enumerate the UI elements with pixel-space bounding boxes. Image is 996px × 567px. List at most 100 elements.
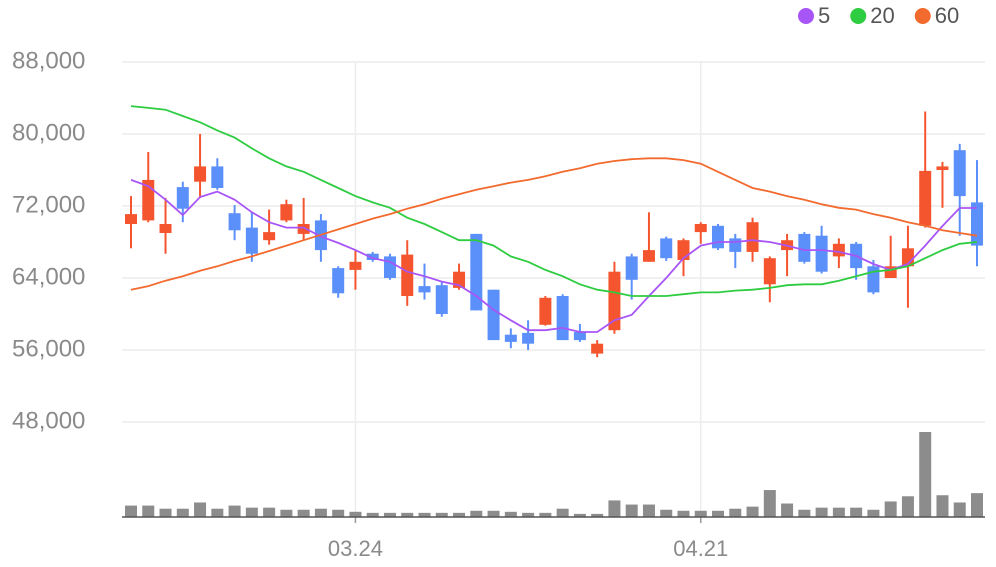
x-tick-label: 03.24 xyxy=(328,536,383,561)
candle-body xyxy=(573,332,586,341)
volume-bar xyxy=(625,504,638,517)
volume-bar xyxy=(453,512,466,517)
candle-body xyxy=(194,166,207,182)
volume-bar xyxy=(539,512,552,517)
volume-bar xyxy=(677,510,690,517)
volume-bar xyxy=(832,507,845,517)
candle-body xyxy=(919,170,932,226)
candle-body xyxy=(280,204,293,221)
candle-body xyxy=(263,232,276,241)
volume-bar xyxy=(280,509,293,517)
candle-body xyxy=(591,343,604,354)
candle-body xyxy=(642,250,655,262)
candle-body xyxy=(832,243,845,257)
volume-bar xyxy=(763,490,776,517)
volume-bar xyxy=(746,506,759,517)
candle-body xyxy=(211,166,224,188)
legend-swatch xyxy=(914,8,931,24)
volume-bar xyxy=(573,513,586,517)
volume-bar xyxy=(349,511,362,517)
candle-body xyxy=(435,285,448,314)
volume-bar xyxy=(953,502,966,517)
candle-body xyxy=(556,296,569,341)
volume-bar xyxy=(435,512,448,517)
candle-body xyxy=(729,238,742,252)
x-tick-label: 04.21 xyxy=(673,536,728,561)
candle-body xyxy=(608,271,621,331)
candle-body xyxy=(539,297,552,325)
volume-bar xyxy=(608,500,621,517)
ma-line xyxy=(130,179,977,333)
y-tick-label: 72,000 xyxy=(12,191,85,218)
volume-bar xyxy=(712,510,725,517)
candle-body xyxy=(660,238,673,259)
volume-bar xyxy=(194,502,207,517)
candle-body xyxy=(884,266,897,278)
candle-body xyxy=(815,235,828,272)
candle-body xyxy=(142,179,155,221)
candle-body xyxy=(504,334,517,342)
volume-bar xyxy=(228,505,241,517)
volume-bar xyxy=(919,432,932,517)
volume-bar xyxy=(314,508,327,517)
volume-bar xyxy=(297,509,310,517)
volume-bar xyxy=(556,508,569,517)
volume-bar xyxy=(642,504,655,517)
volume-bar xyxy=(798,509,811,517)
candle-body xyxy=(401,254,414,296)
candle-body xyxy=(366,253,379,260)
volume-bar xyxy=(901,496,914,517)
volume-bar xyxy=(884,501,897,517)
candle-body xyxy=(125,214,137,224)
volume-bar xyxy=(591,513,604,517)
y-tick-label: 48,000 xyxy=(12,407,85,434)
volume-bar xyxy=(936,495,949,517)
ma-line xyxy=(130,105,978,297)
candle-body xyxy=(746,222,759,252)
y-tick-label: 80,000 xyxy=(12,119,85,146)
legend-label: 60 xyxy=(935,3,959,28)
volume-bar xyxy=(418,512,431,517)
candle-body xyxy=(383,256,396,278)
volume-bar xyxy=(366,512,379,517)
candle-body xyxy=(522,332,535,344)
volume-bar xyxy=(263,507,276,517)
ma-line xyxy=(130,157,978,291)
candle-body xyxy=(625,256,638,280)
candle-body xyxy=(677,240,690,260)
candle-body xyxy=(936,166,949,170)
volume-bar xyxy=(815,507,828,517)
candle-body xyxy=(694,224,707,233)
legend-label: 20 xyxy=(870,3,894,28)
legend-label: 5 xyxy=(818,3,830,28)
candle-body xyxy=(953,150,966,197)
volume-bar xyxy=(176,508,189,517)
candle-body xyxy=(487,289,500,341)
volume-bar xyxy=(850,507,863,517)
candle-body xyxy=(349,261,362,270)
volume-bar xyxy=(383,512,396,517)
y-tick-label: 88,000 xyxy=(12,47,85,74)
candle-body xyxy=(332,268,345,294)
candle-body xyxy=(867,266,880,293)
volume-bar xyxy=(245,507,258,517)
volume-bar xyxy=(401,512,414,517)
candle-body xyxy=(297,224,310,234)
volume-bar xyxy=(694,510,707,517)
volume-bar xyxy=(211,508,224,517)
volume-bar xyxy=(332,509,345,517)
volume-bar xyxy=(470,510,483,517)
candle-body xyxy=(470,233,483,311)
legend-swatch xyxy=(850,8,867,24)
volume-bar xyxy=(781,503,794,517)
volume-bar xyxy=(487,510,500,517)
candle-body xyxy=(245,227,258,254)
volume-bar xyxy=(522,512,535,517)
volume-bar xyxy=(660,509,673,517)
volume-bar xyxy=(159,508,172,517)
volume-bar xyxy=(729,508,742,517)
candle-body xyxy=(418,286,431,293)
volume-bar xyxy=(867,509,880,517)
